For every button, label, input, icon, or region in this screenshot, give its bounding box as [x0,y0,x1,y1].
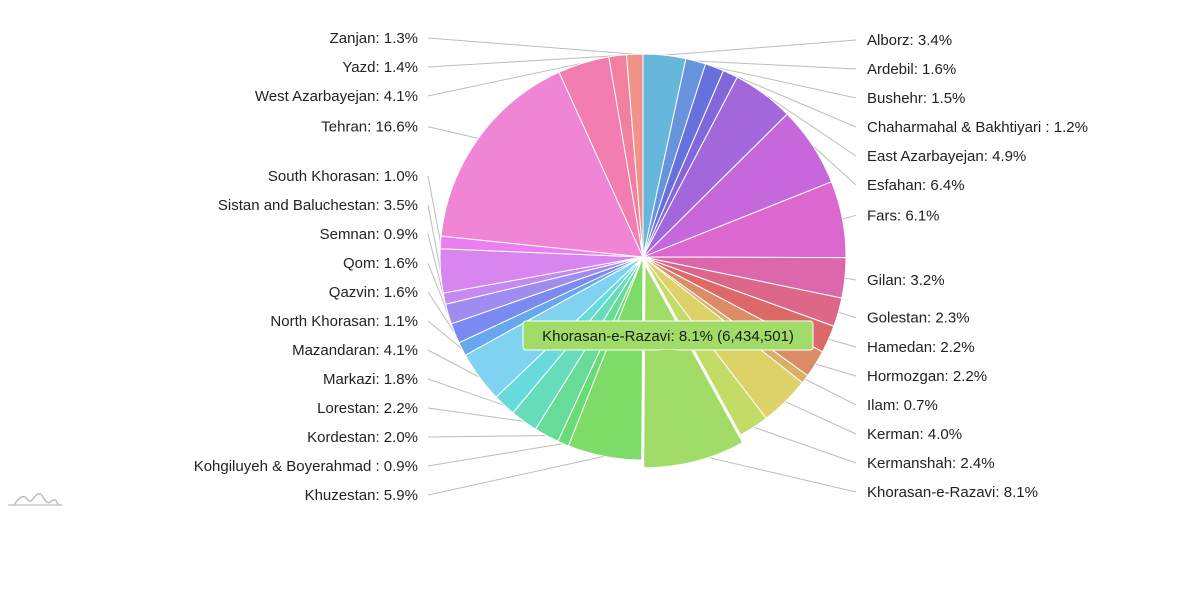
leader-line [427,204,441,272]
slice-label: Kordestan: 2.0% [307,429,418,446]
slice-label: North Khorasan: 1.1% [270,313,418,330]
tooltip-text: Khorasan-e-Razavi: 8.1% (6,434,501) [542,328,794,345]
leader-line [427,62,584,97]
leader-line [812,145,857,186]
leader-line [692,453,857,493]
tooltip-pointer [660,350,676,358]
leader-line [714,66,857,99]
slice-label: Hamedan: 2.2% [867,339,975,356]
pie-slices [439,53,847,469]
slice-label: Kermanshah: 2.4% [867,455,995,472]
leader-line [427,455,605,496]
leader-line [844,277,857,281]
slice-label: Gilan: 3.2% [867,272,945,289]
slice-label: Tehran: 16.6% [321,119,418,136]
leader-line [842,214,857,220]
leader-line [427,349,480,378]
slice-label: Khorasan-e-Razavi: 8.1% [867,484,1038,501]
leader-line [815,363,857,377]
slice-label: Alborz: 3.4% [867,32,952,49]
leader-line [427,37,635,55]
tooltip: Khorasan-e-Razavi: 8.1% (6,434,501) [522,320,814,358]
chart-logo-icon [8,493,62,506]
slice-label: Ardebil: 1.6% [867,61,956,78]
slice-label: Zanjan: 1.3% [330,30,418,47]
slice-label: Esfahan: 6.4% [867,177,965,194]
leader-line [427,291,456,334]
slice-label: South Khorasan: 1.0% [268,168,418,185]
slice-label: Qazvin: 1.6% [329,284,418,301]
slice-label: West Azarbayejan: 4.1% [255,88,418,105]
leader-line [763,93,857,157]
leader-line [427,175,442,243]
slice-label: Markazi: 1.8% [323,371,418,388]
leader-line [664,39,857,56]
slice-label: Lorestan: 2.2% [317,400,418,417]
slice-label: Mazandaran: 4.1% [292,342,418,359]
leader-line [427,407,524,422]
pie-slice-zanjan[interactable] [625,53,644,258]
slice-label: Bushehr: 1.5% [867,90,965,107]
slice-label: Semnan: 0.9% [320,226,418,243]
slice-label: Khuzestan: 5.9% [305,487,418,504]
leader-line [427,435,547,438]
leader-line [427,320,463,350]
slice-label: Kerman: 4.0% [867,426,962,443]
slice-labels: Alborz: 3.4% Ardebil: 1.6% Bushehr: 1.5% Ch… [194,30,1088,504]
pie-slice-khorasan-e-razavi[interactable] [643,262,744,469]
slice-label: Sistan and Baluchestan: 3.5% [218,197,418,214]
leader-line [804,378,857,406]
pie-slice-tehran[interactable] [440,71,644,258]
leader-line [427,262,449,315]
leader-line [838,311,857,319]
slice-label: Golestan: 2.3% [867,310,970,327]
slice-label: Kohgiluyeh & Boyerahmad : 0.9% [194,458,418,475]
slice-label: Hormozgan: 2.2% [867,368,987,385]
leader-line [427,55,618,68]
leader-line [828,338,857,348]
slice-label: Chaharmahal & Bakhtiyari : 1.2% [867,119,1088,136]
leader-line [695,60,857,70]
leader-line [785,401,857,435]
leader-line [753,426,857,464]
leader-lines [427,37,857,496]
slice-label: Qom: 1.6% [343,255,418,272]
leader-line [730,73,857,128]
slice-label: Ilam: 0.7% [867,397,938,414]
leader-line [427,443,564,467]
slice-label: East Azarbayejan: 4.9% [867,148,1026,165]
slice-label: Fars: 6.1% [867,207,940,224]
leader-line [427,126,479,139]
leader-line [427,378,505,406]
leader-line [427,233,445,299]
slice-label: Yazd: 1.4% [342,59,418,76]
